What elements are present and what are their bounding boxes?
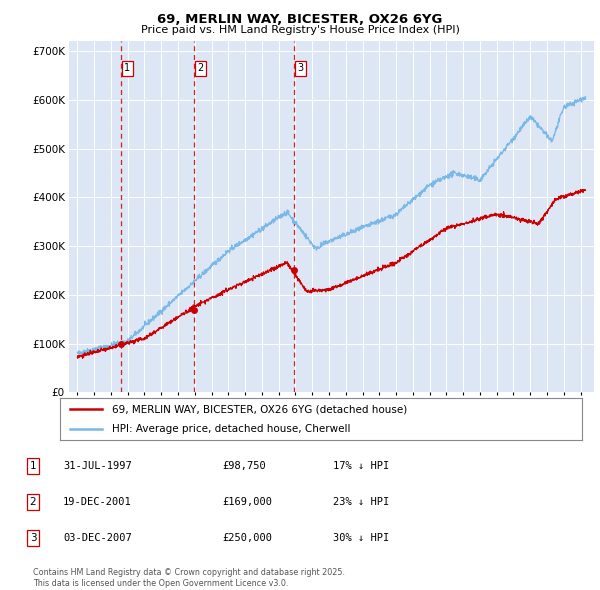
Text: HPI: Average price, detached house, Cherwell: HPI: Average price, detached house, Cher… [112, 424, 350, 434]
Text: 1: 1 [29, 461, 37, 471]
Text: Contains HM Land Registry data © Crown copyright and database right 2025.
This d: Contains HM Land Registry data © Crown c… [33, 568, 345, 588]
Text: 30% ↓ HPI: 30% ↓ HPI [333, 533, 389, 543]
Text: 23% ↓ HPI: 23% ↓ HPI [333, 497, 389, 507]
Text: 19-DEC-2001: 19-DEC-2001 [63, 497, 132, 507]
Text: 2: 2 [29, 497, 37, 507]
Text: 17% ↓ HPI: 17% ↓ HPI [333, 461, 389, 471]
Text: 1: 1 [124, 63, 130, 73]
Text: £98,750: £98,750 [222, 461, 266, 471]
Text: 3: 3 [298, 63, 304, 73]
Text: Price paid vs. HM Land Registry's House Price Index (HPI): Price paid vs. HM Land Registry's House … [140, 25, 460, 35]
Text: 69, MERLIN WAY, BICESTER, OX26 6YG (detached house): 69, MERLIN WAY, BICESTER, OX26 6YG (deta… [112, 404, 407, 414]
Text: £250,000: £250,000 [222, 533, 272, 543]
Text: 03-DEC-2007: 03-DEC-2007 [63, 533, 132, 543]
Text: 69, MERLIN WAY, BICESTER, OX26 6YG: 69, MERLIN WAY, BICESTER, OX26 6YG [157, 13, 443, 26]
Text: 31-JUL-1997: 31-JUL-1997 [63, 461, 132, 471]
Text: £169,000: £169,000 [222, 497, 272, 507]
Text: 2: 2 [197, 63, 204, 73]
Text: 3: 3 [29, 533, 37, 543]
